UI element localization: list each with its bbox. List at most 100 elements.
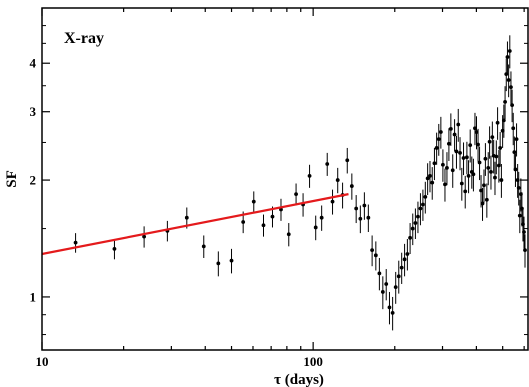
data-point xyxy=(509,85,513,90)
data-point xyxy=(461,156,466,160)
data-point xyxy=(476,142,480,147)
data-point xyxy=(423,195,428,199)
data-point xyxy=(510,103,515,108)
data-point xyxy=(384,282,389,286)
data-point xyxy=(450,168,455,173)
data-point xyxy=(507,49,512,53)
data-point xyxy=(402,257,407,262)
data-point xyxy=(241,220,246,224)
data-point xyxy=(456,122,461,127)
data-point xyxy=(516,185,521,190)
data-point xyxy=(349,184,354,188)
data-point xyxy=(377,271,382,276)
data-point xyxy=(514,137,519,142)
data-point xyxy=(370,248,375,253)
data-point xyxy=(523,248,527,253)
data-point xyxy=(393,285,398,290)
data-point xyxy=(387,305,392,310)
data-point xyxy=(428,174,432,178)
data-point xyxy=(518,192,523,197)
data-point xyxy=(499,178,504,182)
data-point xyxy=(506,78,511,82)
data-point xyxy=(441,162,445,167)
plot-frame xyxy=(41,7,529,351)
panel-label: X-ray xyxy=(64,30,104,47)
data-points xyxy=(73,49,527,315)
data-point xyxy=(486,165,491,170)
x-axis-ticks: 10 100 xyxy=(36,8,525,369)
data-point xyxy=(425,176,430,181)
fit-line-layer xyxy=(41,193,349,256)
x-tick-label: 10 xyxy=(36,354,49,369)
x-axis-title: τ (days) xyxy=(274,372,324,387)
data-point xyxy=(448,126,453,131)
data-point xyxy=(373,253,378,258)
data-point xyxy=(517,213,522,218)
data-point xyxy=(416,214,420,219)
data-point xyxy=(434,146,439,150)
data-point xyxy=(480,201,485,206)
y-tick-label: 1 xyxy=(30,289,37,304)
data-point xyxy=(500,128,505,133)
data-point xyxy=(505,55,510,59)
data-point xyxy=(112,246,117,251)
data-point xyxy=(473,126,477,131)
data-point xyxy=(504,72,509,76)
data-point xyxy=(445,165,449,170)
fit-line xyxy=(41,193,349,256)
data-point xyxy=(354,206,359,211)
data-point xyxy=(229,258,234,263)
data-point xyxy=(325,162,330,166)
data-point xyxy=(468,143,473,148)
y-axis-title: SF xyxy=(4,170,20,188)
data-point xyxy=(270,214,275,219)
data-point xyxy=(362,203,367,208)
data-point xyxy=(313,225,318,230)
data-point xyxy=(513,167,518,172)
error-bars xyxy=(75,35,526,331)
data-point xyxy=(73,240,78,245)
y-tick-label: 2 xyxy=(30,173,37,188)
data-point xyxy=(515,178,520,182)
data-point xyxy=(438,130,443,134)
data-point xyxy=(464,155,469,160)
data-point xyxy=(251,199,256,204)
data-point xyxy=(410,226,415,231)
data-point xyxy=(452,132,457,137)
data-point xyxy=(521,222,525,227)
data-point xyxy=(454,149,459,154)
data-point xyxy=(430,180,435,185)
data-point xyxy=(489,169,493,174)
x-tick-label: 100 xyxy=(303,354,323,369)
data-point xyxy=(483,156,488,161)
data-point xyxy=(432,161,437,166)
data-point xyxy=(511,126,516,131)
data-point xyxy=(413,221,418,225)
data-point xyxy=(458,150,462,155)
data-point xyxy=(330,199,335,204)
data-point xyxy=(380,290,385,294)
data-point xyxy=(366,215,371,220)
data-point xyxy=(463,189,468,194)
data-point xyxy=(294,192,298,197)
data-point xyxy=(477,160,482,165)
data-point xyxy=(487,139,492,144)
data-point xyxy=(482,183,486,188)
data-point xyxy=(319,215,324,220)
data-point xyxy=(335,178,340,182)
data-point xyxy=(490,135,495,140)
data-point xyxy=(494,154,499,159)
data-point xyxy=(421,202,425,207)
data-point xyxy=(498,146,503,150)
data-point xyxy=(466,174,471,178)
data-point xyxy=(496,163,501,168)
data-point xyxy=(443,182,447,187)
data-point xyxy=(519,206,524,211)
data-point xyxy=(522,230,526,234)
data-point xyxy=(446,141,451,146)
data-point xyxy=(261,223,266,228)
data-point xyxy=(436,137,441,142)
data-point xyxy=(201,244,206,249)
data-point xyxy=(474,130,479,134)
